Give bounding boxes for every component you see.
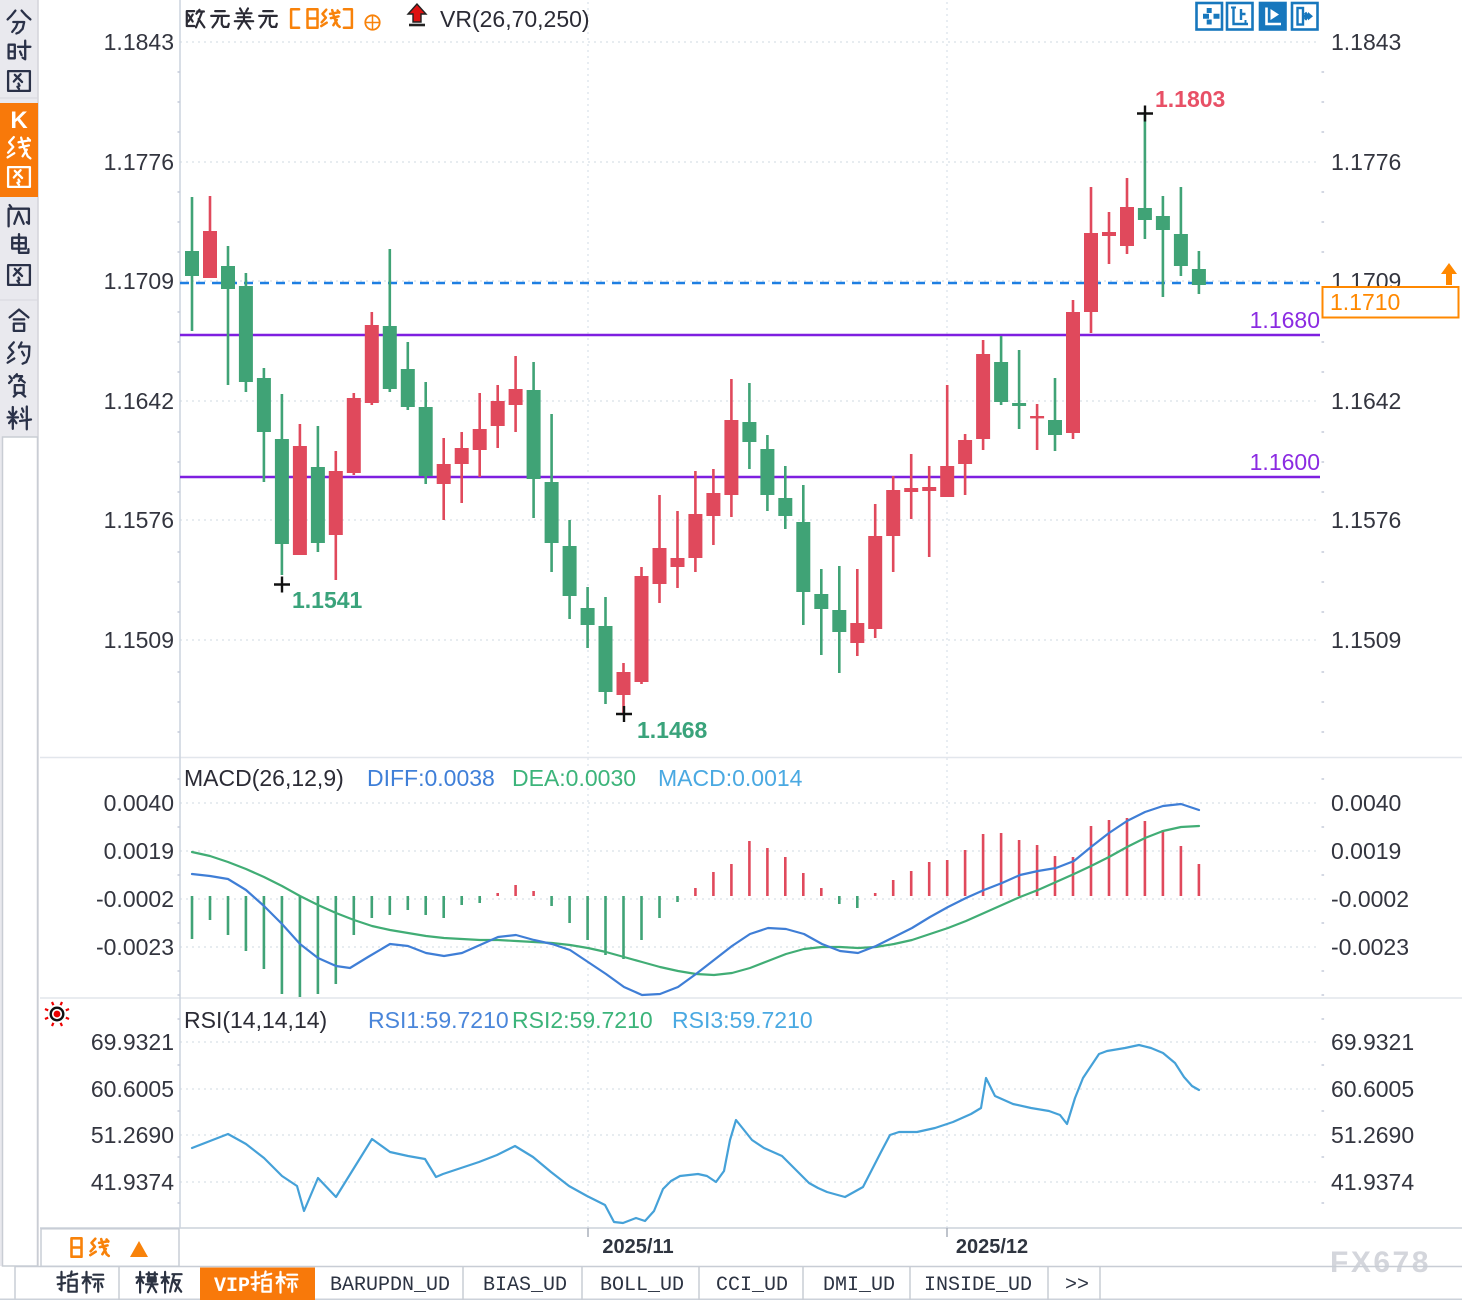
svg-text:RSI1:59.7210: RSI1:59.7210	[368, 1007, 509, 1033]
svg-text:60.6005: 60.6005	[91, 1076, 174, 1102]
svg-text:69.9321: 69.9321	[91, 1029, 174, 1055]
svg-text:DMI_UD: DMI_UD	[823, 1274, 895, 1297]
svg-text:60.6005: 60.6005	[1331, 1076, 1414, 1102]
svg-text:VIP: VIP	[214, 1275, 250, 1298]
svg-text:MACD:0.0014: MACD:0.0014	[658, 765, 803, 791]
svg-text:1.1642: 1.1642	[1331, 388, 1401, 414]
svg-text:BIAS_UD: BIAS_UD	[483, 1274, 567, 1297]
svg-text:1.1576: 1.1576	[104, 507, 174, 533]
svg-text:INSIDE_UD: INSIDE_UD	[924, 1274, 1032, 1297]
svg-text:MACD(26,12,9): MACD(26,12,9)	[184, 765, 344, 791]
svg-text:1.1776: 1.1776	[1331, 149, 1401, 175]
svg-text:1.1576: 1.1576	[1331, 507, 1401, 533]
svg-text:DIFF:0.0038: DIFF:0.0038	[367, 765, 495, 791]
svg-text:41.9374: 41.9374	[1331, 1169, 1414, 1195]
svg-text:0.0040: 0.0040	[104, 790, 174, 816]
svg-text:DEA:0.0030: DEA:0.0030	[512, 765, 636, 791]
svg-text:VR(26,70,250): VR(26,70,250)	[440, 6, 590, 32]
svg-text:1.1776: 1.1776	[104, 149, 174, 175]
svg-text:2025/11: 2025/11	[602, 1236, 673, 1258]
svg-text:CCI_UD: CCI_UD	[716, 1274, 788, 1297]
svg-text:1.1709: 1.1709	[104, 268, 174, 294]
svg-text:-0.0023: -0.0023	[96, 934, 174, 960]
svg-text:K: K	[10, 107, 28, 134]
svg-text:51.2690: 51.2690	[91, 1122, 174, 1148]
svg-text:1.1509: 1.1509	[104, 627, 174, 653]
svg-text:69.9321: 69.9321	[1331, 1029, 1414, 1055]
svg-text:1.1680: 1.1680	[1250, 307, 1320, 333]
svg-text:0.0019: 0.0019	[1331, 838, 1401, 864]
svg-text:-0.0002: -0.0002	[1331, 886, 1409, 912]
svg-text:2025/12: 2025/12	[956, 1236, 1028, 1258]
svg-text:1.1509: 1.1509	[1331, 627, 1401, 653]
svg-text:0.0019: 0.0019	[104, 838, 174, 864]
svg-text:RSI2:59.7210: RSI2:59.7210	[512, 1007, 653, 1033]
svg-text:FX678: FX678	[1330, 1246, 1431, 1279]
svg-text:41.9374: 41.9374	[91, 1169, 174, 1195]
svg-text:-0.0002: -0.0002	[96, 886, 174, 912]
svg-text:1.1468: 1.1468	[637, 717, 708, 743]
svg-text:BOLL_UD: BOLL_UD	[600, 1274, 684, 1297]
svg-text:-0.0023: -0.0023	[1331, 934, 1409, 960]
svg-text:1.1803: 1.1803	[1155, 86, 1225, 112]
svg-text:1.1843: 1.1843	[104, 29, 174, 55]
svg-text:51.2690: 51.2690	[1331, 1122, 1414, 1148]
svg-text:RSI(14,14,14): RSI(14,14,14)	[184, 1007, 327, 1033]
svg-text:1.1600: 1.1600	[1250, 449, 1320, 475]
svg-text:1.1843: 1.1843	[1331, 29, 1401, 55]
svg-text:>>: >>	[1065, 1274, 1089, 1297]
svg-text:BARUPDN_UD: BARUPDN_UD	[330, 1274, 450, 1297]
svg-text:1.1710: 1.1710	[1330, 289, 1400, 315]
svg-text:RSI3:59.7210: RSI3:59.7210	[672, 1007, 813, 1033]
svg-text:0.0040: 0.0040	[1331, 790, 1401, 816]
svg-text:1.1642: 1.1642	[104, 388, 174, 414]
svg-text:1.1541: 1.1541	[292, 587, 363, 613]
